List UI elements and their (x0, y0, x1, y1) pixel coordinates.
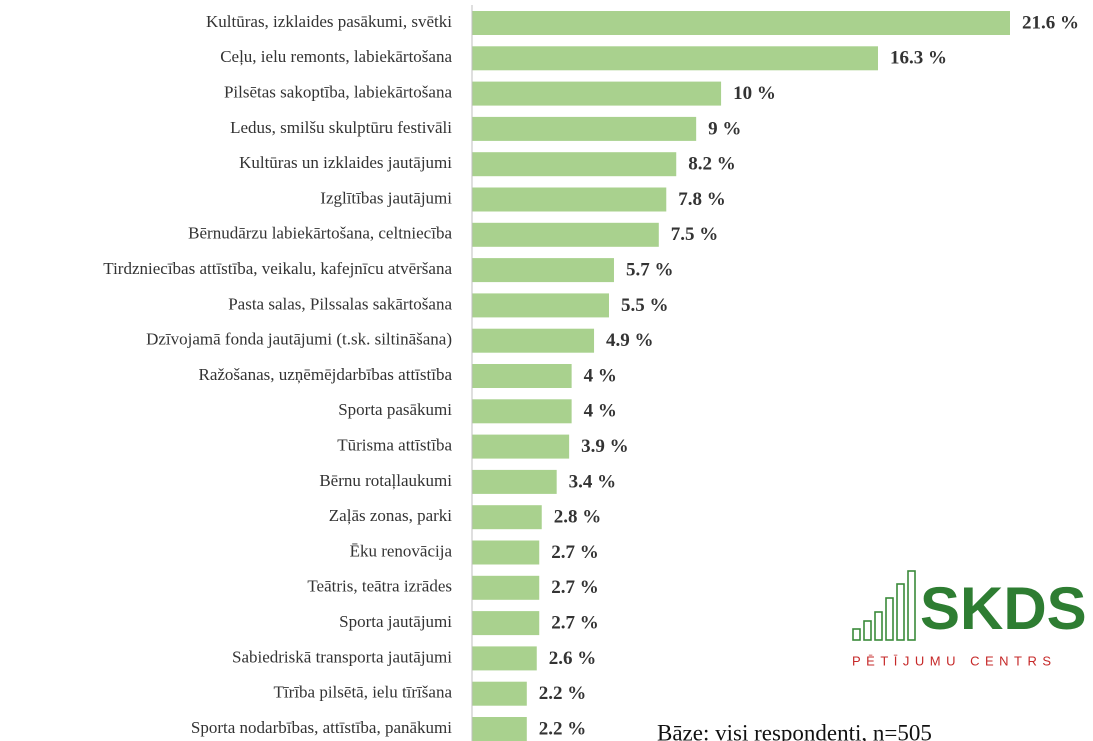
category-label: Tīrība pilsētā, ielu tīrīšana (274, 683, 453, 702)
value-label: 4 % (584, 401, 617, 422)
value-label: 10 % (733, 83, 776, 104)
bar (472, 187, 667, 212)
category-label: Zaļās zonas, parki (329, 506, 452, 525)
category-label: Sporta nodarbības, attīstība, panākumi (191, 718, 452, 737)
bar (472, 293, 609, 318)
value-label: 9 % (708, 118, 741, 139)
value-label: 21.6 % (1022, 12, 1079, 33)
category-label: Tūrisma attīstība (337, 436, 452, 455)
logo-name: SKDS (920, 575, 1087, 642)
category-label: Kultūras un izklaides jautājumi (239, 153, 452, 172)
value-label: 2.2 % (539, 683, 587, 704)
value-label: 7.8 % (678, 189, 726, 210)
category-label: Tirdzniecības attīstība, veikalu, kafejn… (103, 259, 452, 278)
category-label: Ledus, smilšu skulptūru festivāli (230, 118, 452, 137)
value-label: 8.2 % (688, 154, 736, 175)
value-label: 5.7 % (626, 259, 674, 280)
category-label: Pasta salas, Pilssalas sakārtošana (228, 294, 452, 313)
category-label: Ražošanas, uzņēmējdarbības attīstība (199, 365, 453, 384)
value-label: 2.7 % (551, 612, 599, 633)
bar (472, 681, 527, 706)
bar (472, 11, 1010, 35)
bar (472, 222, 659, 247)
category-label: Ceļu, ielu remonts, labiekārtošana (220, 47, 452, 66)
bar (472, 646, 537, 671)
bar (472, 364, 572, 388)
bar (472, 469, 557, 494)
bar (472, 116, 697, 141)
category-label: Izglītības jautājumi (320, 188, 452, 207)
category-label: Bērnu rotaļlaukumi (319, 471, 452, 490)
bar (472, 575, 540, 600)
value-label: 2.7 % (551, 577, 599, 598)
category-label: Pilsētas sakoptība, labiekārtošana (224, 83, 452, 102)
category-label: Kultūras, izklaides pasākumi, svētki (206, 12, 452, 31)
bar (472, 611, 540, 636)
bar (472, 540, 540, 565)
value-label: 3.9 % (581, 436, 629, 457)
logo: SKDS PĒTĪJUMU CENTRS (852, 570, 1087, 668)
bar (472, 46, 878, 71)
value-label: 7.5 % (671, 224, 719, 245)
category-label: Sabiedriskā transporta jautājumi (232, 647, 452, 666)
category-label: Ēku renovācija (350, 541, 453, 560)
bar (472, 434, 570, 459)
bar (472, 258, 614, 283)
value-label: 2.8 % (554, 507, 602, 528)
category-label: Dzīvojamā fonda jautājumi (t.sk. siltinā… (146, 330, 452, 349)
logo-subtitle: PĒTĪJUMU CENTRS (852, 653, 1057, 668)
value-label: 16.3 % (890, 48, 947, 69)
category-label: Sporta jautājumi (339, 612, 452, 631)
value-label: 4.9 % (606, 330, 654, 351)
bar (472, 717, 527, 741)
category-label: Bērnudārzu labiekārtošana, celtniecība (188, 224, 452, 243)
value-label: 2.7 % (551, 542, 599, 563)
bar (472, 505, 542, 530)
value-label: 5.5 % (621, 295, 669, 316)
logo-icon (852, 570, 916, 641)
value-label: 4 % (584, 365, 617, 386)
bar (472, 399, 572, 424)
note: Bāze: visi respondenti, n=505 (657, 720, 932, 741)
category-label: Sporta pasākumi (338, 400, 452, 419)
value-label: 2.2 % (539, 718, 587, 739)
category-label: Teātris, teātra izrādes (307, 577, 452, 596)
value-label: 3.4 % (569, 471, 617, 492)
bar (472, 81, 722, 106)
bar (472, 328, 595, 353)
bar (472, 152, 677, 177)
value-label: 2.6 % (549, 648, 597, 669)
